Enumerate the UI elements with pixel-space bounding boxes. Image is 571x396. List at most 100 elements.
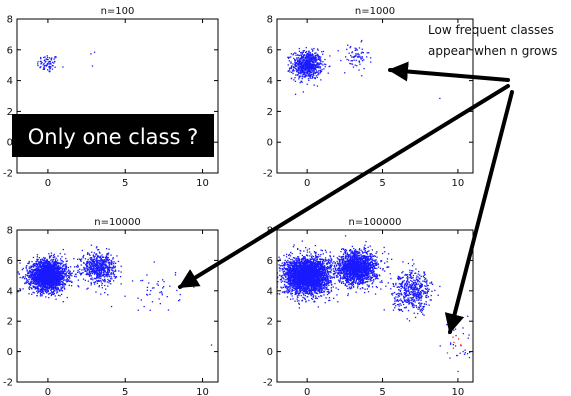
data-point: [112, 272, 114, 274]
data-point: [43, 256, 45, 259]
data-point: [300, 57, 302, 59]
data-point: [46, 64, 48, 66]
data-point: [90, 244, 93, 246]
data-point: [87, 273, 89, 275]
data-point: [56, 285, 58, 287]
data-point: [84, 258, 87, 260]
data-point: [101, 263, 103, 265]
y-tick-label: 0: [7, 138, 13, 149]
data-point: [30, 269, 32, 271]
data-point: [49, 256, 51, 258]
data-point: [146, 274, 148, 276]
data-point: [301, 56, 303, 59]
data-point: [89, 268, 91, 271]
data-point: [40, 270, 42, 273]
data-point: [298, 54, 301, 57]
data-point: [47, 265, 49, 268]
data-point: [287, 276, 289, 278]
data-point: [50, 268, 52, 270]
data-point: [46, 281, 49, 283]
data-point: [30, 267, 32, 269]
data-point: [308, 299, 310, 302]
data-point: [37, 276, 40, 279]
data-point: [49, 266, 51, 269]
data-point: [58, 271, 61, 273]
data-point: [37, 267, 39, 269]
data-point: [61, 270, 63, 272]
data-point: [34, 275, 37, 277]
data-point: [61, 280, 63, 283]
data-point: [78, 286, 80, 288]
data-point: [316, 48, 319, 50]
data-point: [304, 71, 306, 73]
data-point: [101, 287, 103, 289]
data-point: [291, 295, 293, 297]
data-point: [344, 72, 346, 74]
data-point: [93, 271, 95, 273]
data-point: [302, 51, 304, 53]
data-point: [48, 253, 50, 255]
data-point: [119, 276, 122, 278]
data-point: [293, 261, 295, 263]
cluster-3: [439, 97, 441, 100]
data-point: [302, 64, 304, 66]
data-point: [326, 277, 329, 280]
data-point: [310, 288, 312, 290]
data-point: [89, 266, 91, 268]
data-point: [301, 58, 303, 60]
data-point: [289, 288, 291, 290]
data-point: [62, 248, 64, 251]
data-point: [28, 293, 30, 295]
data-point: [104, 263, 106, 265]
data-point: [78, 271, 80, 273]
data-point: [361, 51, 363, 53]
data-point: [313, 65, 316, 67]
data-point: [100, 293, 102, 295]
data-point: [318, 56, 320, 58]
y-tick-label: 0: [7, 347, 13, 358]
data-point: [81, 269, 83, 271]
data-point: [64, 288, 66, 290]
data-point: [295, 293, 297, 295]
data-point: [111, 269, 114, 271]
data-point: [324, 66, 326, 68]
data-point: [40, 268, 42, 270]
data-point: [43, 292, 45, 295]
data-point: [46, 267, 49, 269]
data-point: [71, 281, 73, 283]
data-point: [355, 48, 357, 50]
data-point: [318, 64, 320, 66]
data-point: [62, 301, 64, 303]
data-point: [106, 276, 108, 278]
data-point: [56, 268, 58, 270]
data-point: [318, 66, 320, 68]
data-point: [107, 269, 109, 271]
data-point: [85, 264, 87, 266]
data-point: [310, 55, 312, 57]
y-tick-label: 4: [267, 76, 273, 87]
data-point: [54, 276, 57, 278]
data-point: [323, 262, 325, 264]
data-point: [313, 60, 315, 62]
data-point: [51, 288, 53, 290]
data-point: [107, 259, 109, 261]
data-point: [28, 288, 31, 290]
data-point: [54, 57, 56, 59]
data-point: [96, 256, 98, 258]
data-point: [42, 261, 45, 263]
data-point: [55, 261, 57, 263]
data-point: [309, 255, 311, 257]
data-point: [25, 278, 27, 280]
data-point: [322, 61, 324, 63]
data-point: [41, 268, 43, 270]
data-point: [54, 280, 56, 282]
data-point: [313, 70, 315, 72]
data-point: [38, 262, 40, 264]
data-point: [305, 73, 307, 75]
data-point: [52, 268, 54, 270]
data-point: [305, 263, 307, 265]
data-point: [69, 266, 72, 268]
data-point: [37, 61, 39, 63]
data-point: [59, 284, 62, 286]
data-point: [314, 67, 317, 69]
